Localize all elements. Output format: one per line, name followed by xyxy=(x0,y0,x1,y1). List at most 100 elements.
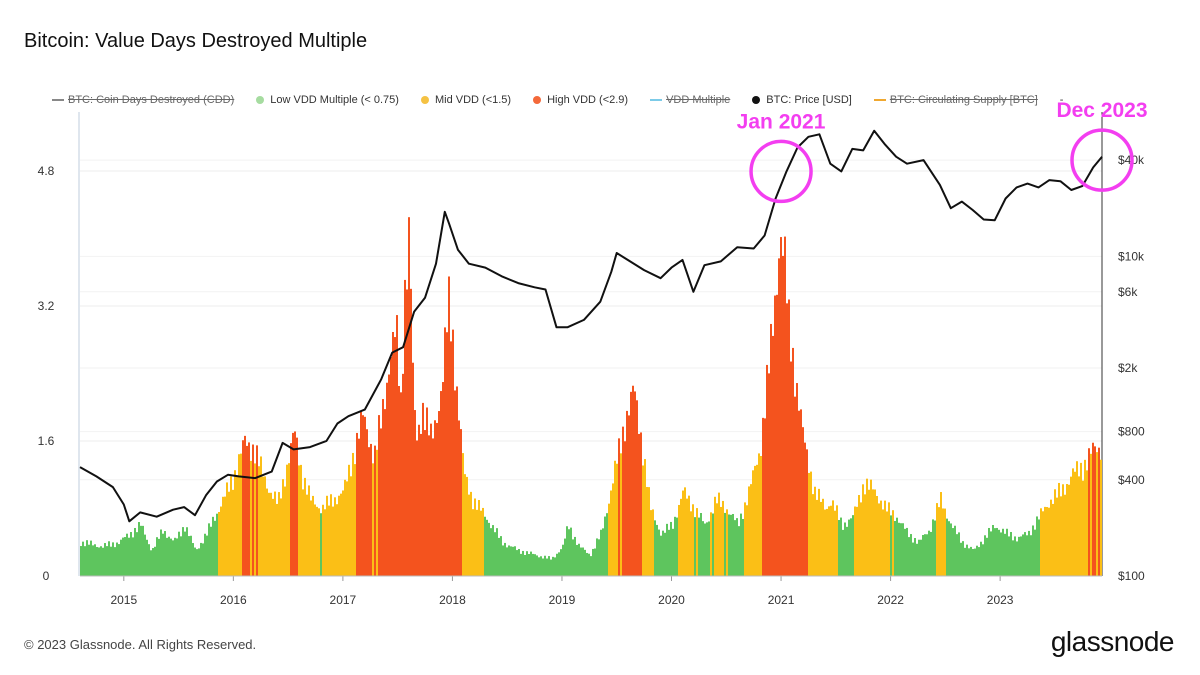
vdd-bar xyxy=(470,491,472,576)
vdd-bar xyxy=(970,546,972,576)
vdd-bar xyxy=(976,545,978,576)
vdd-bar xyxy=(542,558,544,576)
legend-item[interactable]: Mid VDD (<1.5) xyxy=(420,94,511,106)
vdd-bar xyxy=(1044,506,1046,576)
vdd-bar xyxy=(336,504,338,576)
legend-item[interactable]: Low VDD Multiple (< 0.75) xyxy=(256,94,399,106)
chart-title: Bitcoin: Value Days Destroyed Multiple xyxy=(24,30,368,52)
vdd-bar xyxy=(448,276,450,576)
vdd-bar xyxy=(618,438,620,576)
vdd-bar xyxy=(526,551,528,576)
vdd-bar xyxy=(508,545,510,576)
vdd-bar xyxy=(982,544,984,576)
vdd-bar xyxy=(952,528,954,576)
vdd-bar xyxy=(864,494,866,576)
vdd-bar xyxy=(958,532,960,576)
vdd-bar xyxy=(822,498,824,576)
vdd-bar xyxy=(724,512,726,576)
vdd-bar xyxy=(490,528,492,576)
vdd-bar xyxy=(182,527,184,576)
vdd-bar xyxy=(134,527,136,576)
vdd-bar xyxy=(138,522,140,576)
vdd-bar xyxy=(908,537,910,576)
copyright-footer: © 2023 Glassnode. All Rights Reserved. xyxy=(24,637,257,652)
vdd-bar xyxy=(588,553,590,576)
vdd-bar xyxy=(498,537,500,576)
vdd-bar xyxy=(888,502,890,576)
vdd-bar xyxy=(704,523,706,576)
vdd-bar xyxy=(370,443,372,576)
vdd-bar xyxy=(404,279,406,576)
vdd-bar xyxy=(486,519,488,576)
vdd-bar xyxy=(294,431,296,576)
vdd-bar xyxy=(790,361,792,576)
vdd-bar xyxy=(388,374,390,576)
vdd-bar xyxy=(152,548,154,576)
legend-swatch xyxy=(420,96,429,104)
legend-swatch xyxy=(52,99,64,101)
legend-item[interactable]: BTC: Coin Days Destroyed (CDD) xyxy=(52,94,234,106)
vdd-bar xyxy=(1072,468,1074,576)
annotation-circle xyxy=(1070,128,1134,192)
vdd-bar xyxy=(218,512,220,576)
vdd-bar xyxy=(534,554,536,576)
vdd-bar xyxy=(530,551,532,576)
vdd-bar xyxy=(1040,508,1042,576)
x-tick-label: 2016 xyxy=(220,593,247,607)
legend-item[interactable]: VDD Multiple xyxy=(650,94,730,106)
vdd-bar xyxy=(500,536,502,576)
chart-legend: BTC: Coin Days Destroyed (CDD) Low VDD Mu… xyxy=(52,92,1063,108)
vdd-bar xyxy=(872,489,874,576)
vdd-bar xyxy=(90,540,92,576)
vdd-bar xyxy=(114,547,116,576)
vdd-bar xyxy=(84,546,86,576)
vdd-bar xyxy=(262,476,264,576)
vdd-bar xyxy=(996,527,998,576)
vdd-bar xyxy=(1002,528,1004,576)
vdd-bar xyxy=(786,303,788,576)
vdd-bar xyxy=(352,452,354,576)
vdd-bar xyxy=(788,299,790,576)
vdd-bar xyxy=(868,489,870,576)
legend-swatch xyxy=(752,96,761,104)
vdd-bar xyxy=(832,500,834,576)
vdd-bar xyxy=(438,411,440,576)
vdd-bar xyxy=(580,547,582,576)
vdd-bar xyxy=(568,529,570,576)
vdd-bar xyxy=(520,553,522,576)
vdd-bar xyxy=(86,540,88,576)
vdd-bar xyxy=(1028,530,1030,576)
vdd-bar xyxy=(288,463,290,576)
vdd-bar xyxy=(596,538,598,576)
vdd-bar xyxy=(458,420,460,576)
vdd-bar xyxy=(682,490,684,576)
vdd-bar xyxy=(326,495,328,576)
vdd-bar xyxy=(296,437,298,576)
vdd-bar xyxy=(474,498,476,576)
vdd-bar xyxy=(128,537,130,576)
vdd-bar xyxy=(124,537,126,576)
vdd-bar xyxy=(210,526,212,576)
legend-more[interactable]: - xyxy=(1059,94,1064,106)
vdd-bar xyxy=(354,464,356,576)
vdd-bar xyxy=(862,484,864,576)
vdd-bar xyxy=(284,486,286,576)
vdd-bar xyxy=(916,543,918,576)
legend-item[interactable]: BTC: Circulating Supply [BTC] xyxy=(873,94,1038,106)
vdd-bar xyxy=(774,295,776,576)
vdd-bar xyxy=(986,537,988,576)
vdd-bar xyxy=(1066,484,1068,576)
vdd-bar xyxy=(914,538,916,576)
vdd-bar xyxy=(924,534,926,576)
vdd-bar xyxy=(930,531,932,576)
vdd-bar xyxy=(928,530,930,576)
vdd-bar xyxy=(696,508,698,576)
vdd-bar xyxy=(332,506,334,576)
vdd-bar xyxy=(346,481,348,576)
vdd-bar xyxy=(1010,531,1012,576)
vdd-bar xyxy=(944,508,946,576)
vdd-bar xyxy=(816,499,818,576)
legend-item[interactable]: High VDD (<2.9) xyxy=(533,94,628,106)
vdd-bar xyxy=(546,558,548,576)
legend-item[interactable]: BTC: Price [USD] xyxy=(752,94,852,106)
